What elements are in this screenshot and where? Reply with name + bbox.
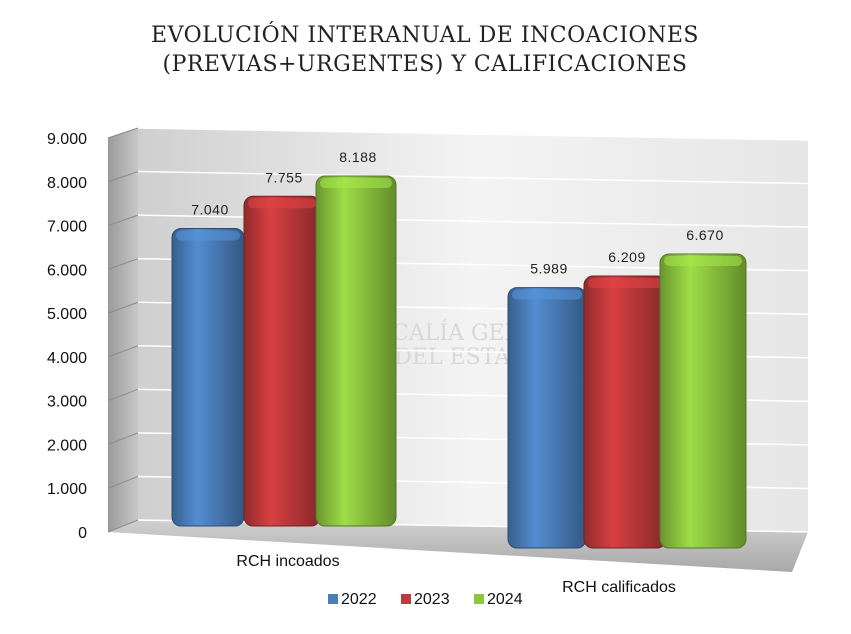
legend-label-2024: 2024 bbox=[487, 591, 523, 608]
bar-top-highlight bbox=[588, 278, 662, 289]
bar-top-highlight bbox=[664, 256, 742, 266]
y-tick-label: 0 bbox=[78, 525, 87, 542]
gridline-side bbox=[107, 171, 139, 183]
y-tick-label: 4.000 bbox=[47, 350, 87, 367]
y-tick-label: 3.000 bbox=[47, 394, 87, 411]
gridline-side bbox=[107, 258, 139, 270]
data-label-2023-calificados: 6.209 bbox=[608, 249, 646, 265]
gridline bbox=[137, 127, 809, 141]
y-tick-label: 9.000 bbox=[47, 131, 87, 148]
gridline-side bbox=[107, 301, 139, 314]
chart-title-line1: EVOLUCIÓN INTERANUAL DE INCOACIONES bbox=[151, 21, 699, 48]
y-tick-label: 6.000 bbox=[47, 262, 87, 279]
data-label-2022-incoados: 7.040 bbox=[191, 202, 229, 218]
legend-label-2023: 2023 bbox=[414, 591, 450, 608]
data-label-2024-incoados: 8.188 bbox=[339, 149, 377, 165]
category-label-incoados: RCH incoados bbox=[236, 553, 339, 570]
bar-top-highlight bbox=[176, 230, 240, 241]
bar-2022-calificados bbox=[507, 287, 587, 549]
legend-swatch-2022 bbox=[328, 594, 338, 604]
y-tick-label: 2.000 bbox=[47, 437, 87, 454]
gridline-side bbox=[107, 127, 139, 139]
bar-2022-incoados bbox=[171, 228, 245, 527]
data-label-2022-calificados: 5.989 bbox=[530, 261, 568, 277]
data-label-2024-calificados: 6.670 bbox=[686, 227, 724, 243]
chart-side-wall bbox=[108, 128, 138, 532]
legend-label-2022: 2022 bbox=[341, 591, 377, 608]
y-tick-label: 8.000 bbox=[47, 175, 87, 192]
legend-swatch-2023 bbox=[401, 594, 411, 604]
bar-2023-calificados bbox=[583, 275, 667, 549]
gridline-side bbox=[107, 214, 139, 227]
y-tick-label: 1.000 bbox=[47, 481, 87, 498]
bar-top-highlight bbox=[320, 178, 392, 188]
y-tick-label: 5.000 bbox=[47, 306, 87, 323]
category-label-calificados: RCH calificados bbox=[562, 579, 676, 596]
bar-2024-incoados bbox=[315, 175, 397, 527]
y-tick-label: 7.000 bbox=[47, 219, 87, 236]
data-label-2023-incoados: 7.755 bbox=[265, 169, 303, 185]
legend: 2022 2023 2024 bbox=[328, 591, 523, 608]
gridline-side bbox=[107, 388, 139, 402]
legend-swatch-2024 bbox=[474, 594, 484, 604]
gridline bbox=[137, 170, 809, 185]
bar-top-highlight bbox=[248, 198, 316, 209]
bar-top-highlight bbox=[512, 289, 582, 300]
gridline-side bbox=[107, 475, 139, 489]
gridline-side bbox=[107, 519, 139, 533]
chart-title-line2: (PREVIAS+URGENTES) Y CALIFICACIONES bbox=[162, 52, 687, 77]
bar-2024-calificados bbox=[659, 253, 747, 549]
bar-2023-incoados bbox=[243, 195, 321, 527]
gridline-side bbox=[107, 345, 139, 358]
gridline-side bbox=[107, 432, 139, 445]
